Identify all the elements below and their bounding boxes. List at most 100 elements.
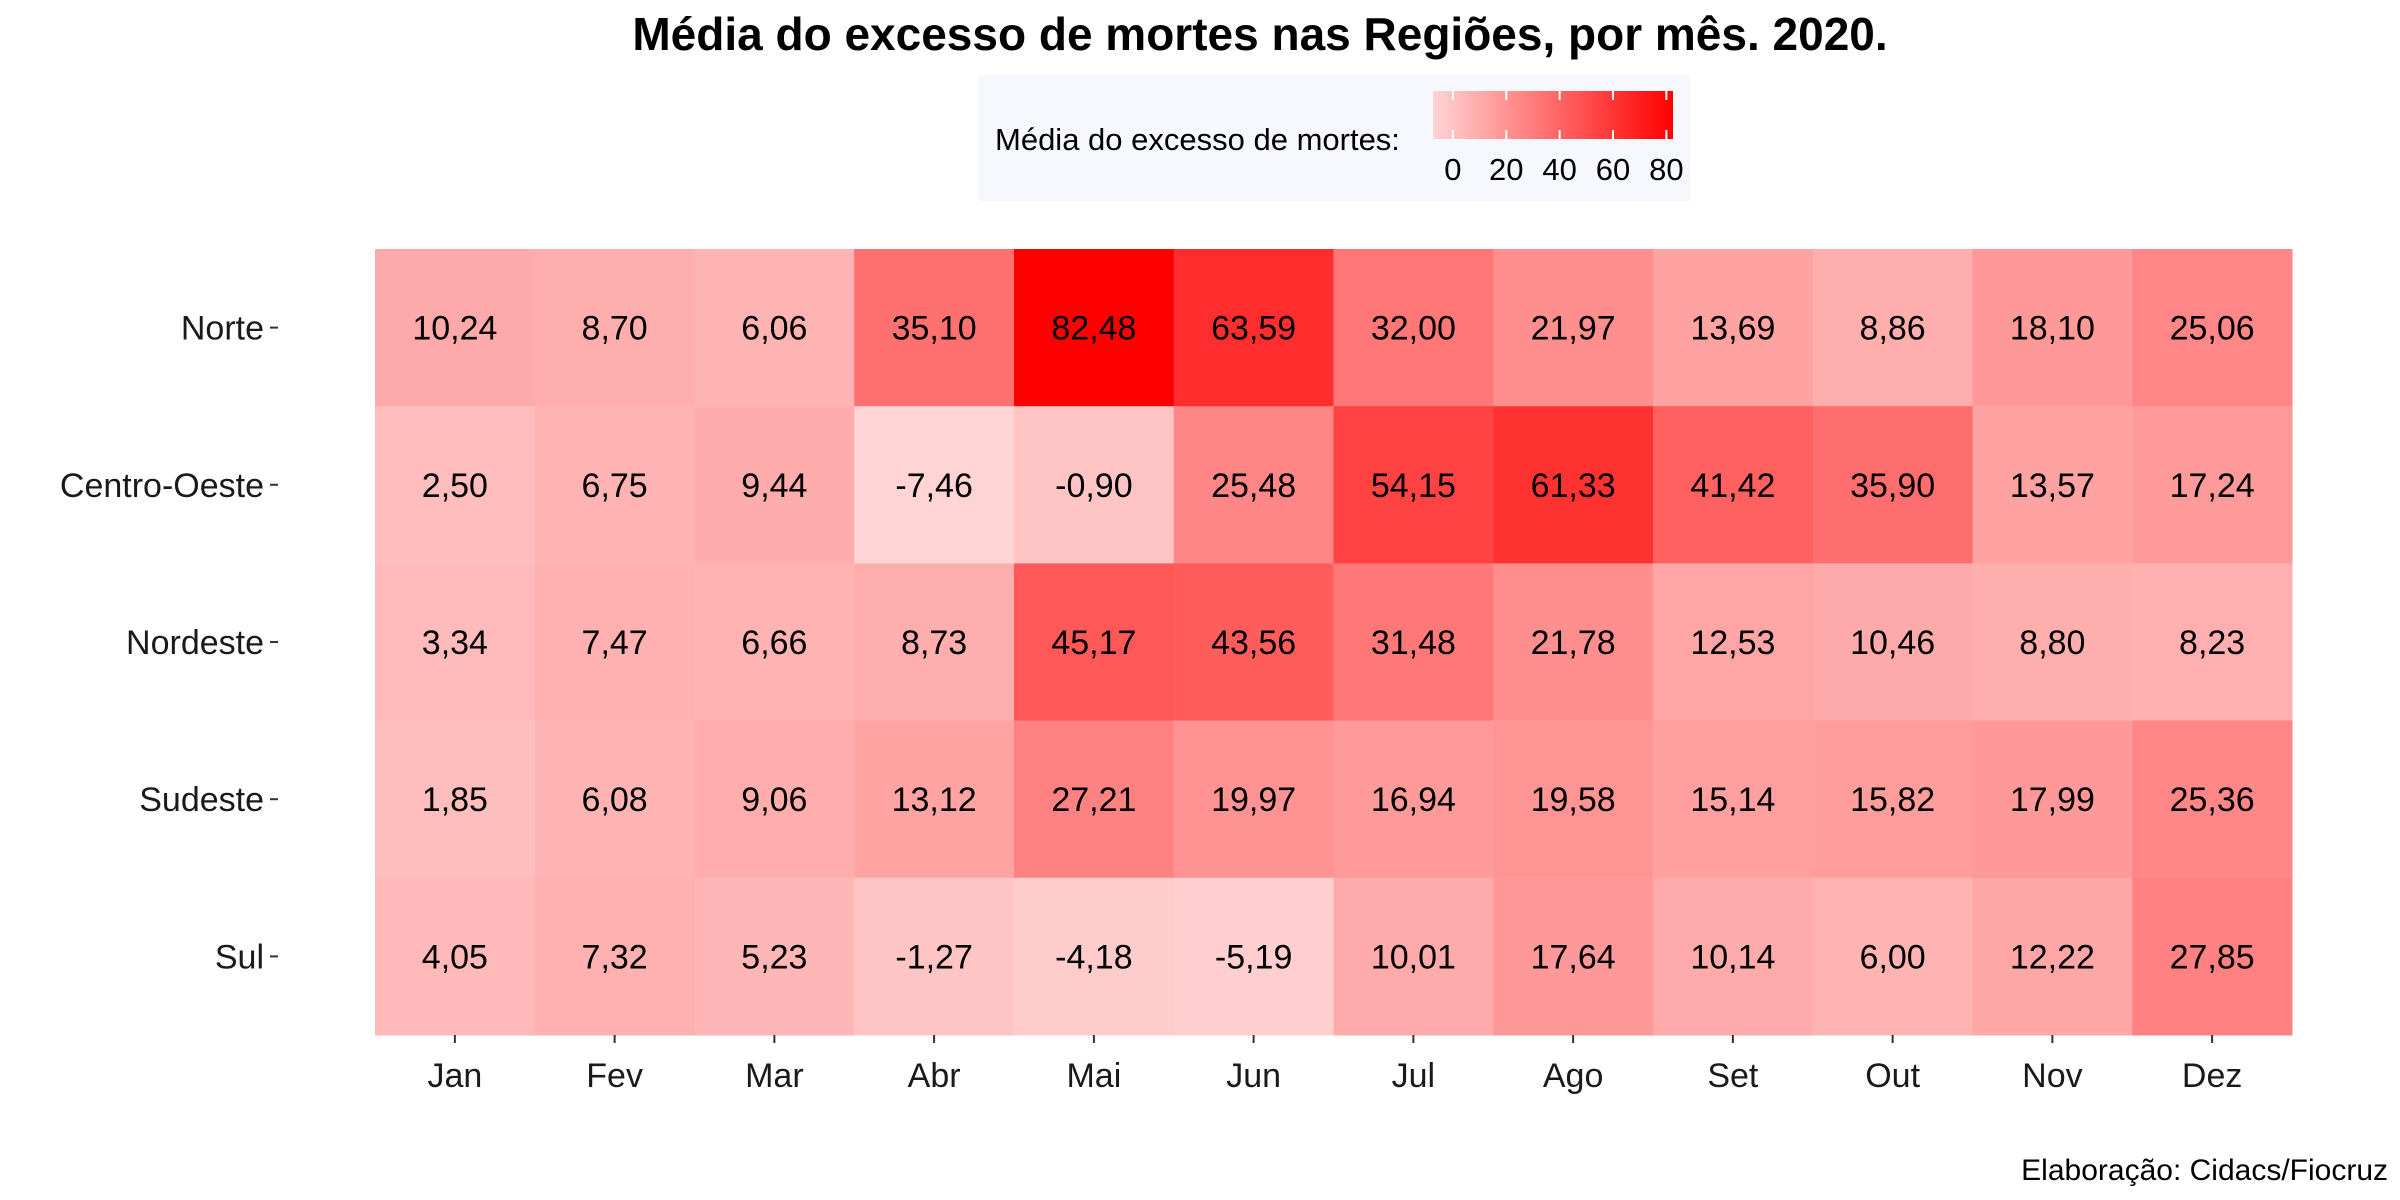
heatmap-cell <box>1972 877 2133 1036</box>
legend-tick-label: 40 <box>1542 152 1576 187</box>
heatmap-cell <box>854 249 1015 407</box>
heatmap-cell <box>1014 249 1175 407</box>
cell-value-label: 45,17 <box>1051 624 1136 662</box>
heatmap-cell <box>2132 563 2293 722</box>
cell-value-label: 61,33 <box>1531 467 1616 505</box>
legend-ticks: 0 20 40 60 80 <box>1444 91 1684 187</box>
cell-value-label: 13,69 <box>1690 310 1775 348</box>
cell-value-label: 25,48 <box>1211 467 1296 505</box>
cell-value-label: 8,86 <box>1860 310 1926 348</box>
heatmap-cell <box>1653 877 1814 1036</box>
cell-value-label: 4,05 <box>422 938 488 976</box>
cell-value-label: 3,34 <box>422 624 488 662</box>
cell-value-label: 32,00 <box>1371 310 1456 348</box>
heatmap-cell <box>1014 406 1175 564</box>
cell-value-label: 21,97 <box>1531 310 1616 348</box>
heatmap-cell <box>1493 877 1654 1036</box>
cell-value-label: 6,06 <box>741 310 807 348</box>
cell-value-label: 6,66 <box>741 624 807 662</box>
heatmap-cell <box>375 877 536 1036</box>
y-tick-label: Centro-Oeste <box>60 467 264 505</box>
heatmap-cell <box>534 249 695 407</box>
heatmap-cell <box>534 720 695 879</box>
y-tick-label: Norte <box>181 310 264 348</box>
x-tick-label: Jul <box>1392 1057 1435 1095</box>
heatmap-cell <box>1333 720 1494 879</box>
heatmap-cell <box>1653 563 1814 722</box>
y-tick-label: Nordeste <box>126 624 264 662</box>
heatmap-cell <box>1173 406 1334 564</box>
cell-value-label: 13,57 <box>2010 467 2095 505</box>
cell-value-label: 43,56 <box>1211 624 1296 662</box>
heatmap-cell <box>1812 406 1973 564</box>
cell-value-label: 6,00 <box>1860 938 1926 976</box>
cell-value-label: 17,99 <box>2010 781 2095 819</box>
heatmap-cell <box>1173 249 1334 407</box>
heatmap-cell <box>1972 720 2133 879</box>
cell-value-label: 10,01 <box>1371 938 1456 976</box>
heatmap-cell <box>694 406 855 564</box>
x-tick-label: Mar <box>745 1057 804 1095</box>
heatmap-cell <box>534 563 695 722</box>
chart-caption: Elaboração: Cidacs/Fiocruz <box>2021 1154 2388 1187</box>
heatmap-cell <box>694 249 855 407</box>
heatmap-cell <box>1972 249 2133 407</box>
cell-value-label: 12,22 <box>2010 938 2095 976</box>
heatmap-cell <box>1493 563 1654 722</box>
heatmap-cell <box>854 877 1015 1036</box>
cell-value-label: 7,32 <box>582 938 648 976</box>
x-axis: Jan Fev Mar Abr Mai Jun Jul Ago Set Out Nov Dez <box>427 1035 2242 1095</box>
x-tick-label: Set <box>1707 1057 1759 1095</box>
heatmap-cell <box>854 563 1015 722</box>
cell-value-label: 10,14 <box>1690 938 1775 976</box>
x-tick-label: Ago <box>1543 1057 1604 1095</box>
cell-value-label: 63,59 <box>1211 310 1296 348</box>
heatmap-cell <box>1493 249 1654 407</box>
cell-value-label: 15,82 <box>1850 781 1935 819</box>
x-tick-label: Nov <box>2022 1057 2082 1095</box>
cell-value-label: 6,08 <box>582 781 648 819</box>
cell-value-label: 17,24 <box>2170 467 2255 505</box>
cell-value-label: 8,73 <box>901 624 967 662</box>
cell-value-label: 17,64 <box>1531 938 1616 976</box>
x-tick-label: Mai <box>1066 1057 1121 1095</box>
heatmap-cell <box>1173 720 1334 879</box>
heatmap-cell <box>534 406 695 564</box>
y-tick-label: Sudeste <box>139 781 264 819</box>
cell-value-label: 9,06 <box>741 781 807 819</box>
heatmap-cell <box>375 720 536 879</box>
legend-color-bar <box>1433 91 1673 139</box>
heatmap-cell <box>2132 249 2293 407</box>
x-tick-label: Dez <box>2182 1057 2242 1095</box>
cell-value-label: 13,12 <box>892 781 977 819</box>
cell-value-label: 27,85 <box>2170 938 2255 976</box>
cell-value-label: 6,75 <box>582 467 648 505</box>
heatmap-cell <box>694 563 855 722</box>
legend-title: Média do excesso de mortes: <box>995 122 1400 157</box>
heatmap-cell <box>1972 406 2133 564</box>
heatmap-cell <box>1333 249 1494 407</box>
chart-title: Média do excesso de mortes nas Regiões, … <box>632 8 1887 60</box>
heatmap-cell <box>694 877 855 1036</box>
heatmap-cell <box>1333 877 1494 1036</box>
x-tick-label: Fev <box>586 1057 643 1095</box>
cell-value-label: 12,53 <box>1690 624 1775 662</box>
cell-value-label: 41,42 <box>1690 467 1775 505</box>
heatmap-cell <box>2132 720 2293 879</box>
heatmap-cell <box>1333 563 1494 722</box>
cell-value-label: 25,06 <box>2170 310 2255 348</box>
cell-value-label: 8,80 <box>2019 624 2085 662</box>
heatmap-cell <box>1653 249 1814 407</box>
heatmap-cell <box>534 877 695 1036</box>
heatmap-cell <box>375 249 536 407</box>
y-tick-label: Sul <box>215 938 264 976</box>
heatmap-cell <box>2132 406 2293 564</box>
legend-tick-label: 60 <box>1596 152 1630 187</box>
cell-value-label: 7,47 <box>582 624 648 662</box>
cell-value-label: 9,44 <box>741 467 807 505</box>
cell-value-label: 35,90 <box>1850 467 1935 505</box>
heatmap-cell <box>854 720 1015 879</box>
cell-value-label: 10,46 <box>1850 624 1935 662</box>
cell-value-label: -4,18 <box>1055 938 1133 976</box>
heatmap-cell <box>1493 406 1654 564</box>
